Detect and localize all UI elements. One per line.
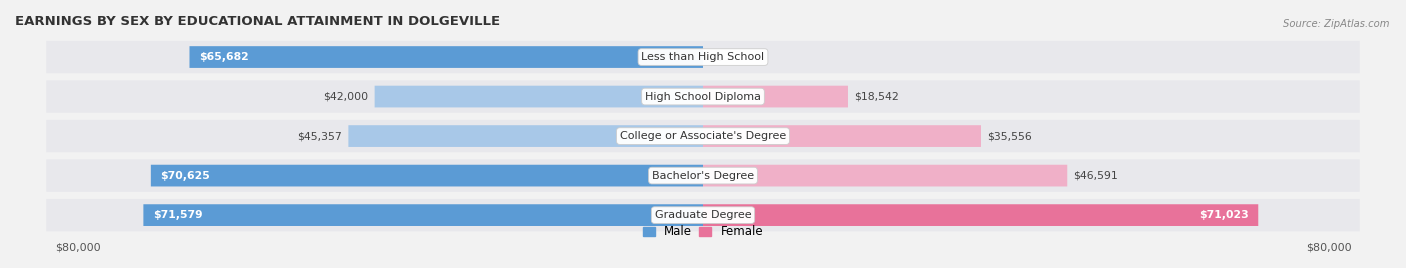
Legend: Male, Female: Male, Female: [638, 221, 768, 243]
Text: $46,591: $46,591: [1074, 171, 1118, 181]
FancyBboxPatch shape: [143, 204, 703, 226]
Text: Less than High School: Less than High School: [641, 52, 765, 62]
Text: Bachelor's Degree: Bachelor's Degree: [652, 171, 754, 181]
Text: High School Diploma: High School Diploma: [645, 92, 761, 102]
FancyBboxPatch shape: [703, 165, 1067, 187]
FancyBboxPatch shape: [46, 41, 1360, 73]
Text: Source: ZipAtlas.com: Source: ZipAtlas.com: [1282, 19, 1389, 29]
FancyBboxPatch shape: [703, 86, 848, 107]
FancyBboxPatch shape: [46, 120, 1360, 152]
Text: College or Associate's Degree: College or Associate's Degree: [620, 131, 786, 141]
FancyBboxPatch shape: [150, 165, 703, 187]
Text: $45,357: $45,357: [298, 131, 342, 141]
FancyBboxPatch shape: [374, 86, 703, 107]
Text: $65,682: $65,682: [198, 52, 249, 62]
FancyBboxPatch shape: [46, 199, 1360, 231]
Text: $70,625: $70,625: [160, 171, 209, 181]
Text: $42,000: $42,000: [323, 92, 368, 102]
FancyBboxPatch shape: [703, 125, 981, 147]
FancyBboxPatch shape: [46, 159, 1360, 192]
Text: Graduate Degree: Graduate Degree: [655, 210, 751, 220]
FancyBboxPatch shape: [46, 80, 1360, 113]
Text: $71,579: $71,579: [153, 210, 202, 220]
Text: $0: $0: [709, 52, 723, 62]
Text: $18,542: $18,542: [855, 92, 898, 102]
FancyBboxPatch shape: [190, 46, 703, 68]
FancyBboxPatch shape: [349, 125, 703, 147]
Text: EARNINGS BY SEX BY EDUCATIONAL ATTAINMENT IN DOLGEVILLE: EARNINGS BY SEX BY EDUCATIONAL ATTAINMEN…: [15, 15, 501, 28]
Text: $35,556: $35,556: [987, 131, 1032, 141]
Text: $71,023: $71,023: [1199, 210, 1249, 220]
FancyBboxPatch shape: [703, 204, 1258, 226]
